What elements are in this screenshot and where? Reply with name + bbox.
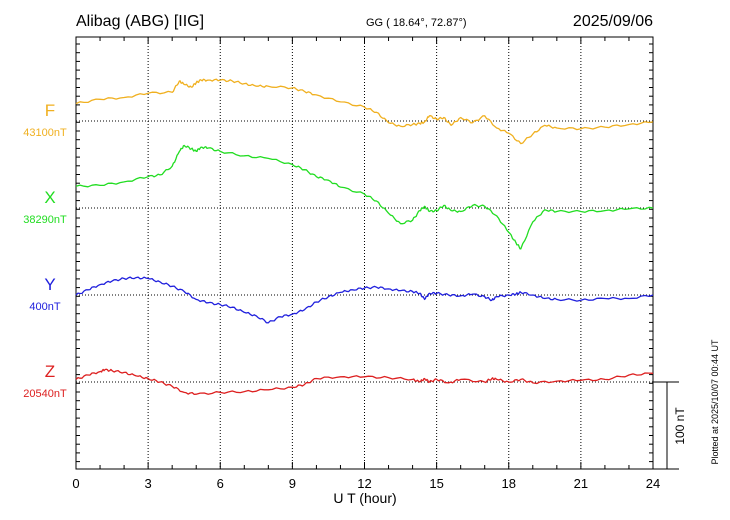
series-name-f: F [45,101,55,120]
scale-bar: 100 nT [653,381,687,470]
axis-ticks [75,37,654,469]
x-tick-labels: 0 3 6 9 12 15 18 21 24 [72,476,660,491]
series-baseline-x: 38290nT [23,214,67,226]
series-name-x: X [44,188,55,207]
date-label: 2025/09/06 [573,13,653,30]
series-line-z [75,368,654,396]
x-tick-label: 24 [646,476,660,491]
x-tick-label: 6 [217,476,224,491]
x-tick-label: 21 [574,476,588,491]
scale-bar-label: 100 nT [673,407,687,445]
series-labels: F 43100nT X 38290nT Y 400nT Z 20540nT [23,101,67,400]
x-tick-label: 0 [72,476,79,491]
plotted-at-note: Plotted at 2025/10/07 00:44 UT [710,339,720,465]
series-baseline-z: 20540nT [23,388,67,400]
series-group [75,78,654,396]
series-name-z: Z [45,362,55,381]
x-tick-label: 15 [429,476,443,491]
x-tick-label: 18 [502,476,516,491]
x-tick-label: 12 [357,476,371,491]
series-baseline-f: 43100nT [23,127,67,139]
series-line-x [75,144,654,250]
series-line-f [75,78,654,145]
baselines [76,120,653,383]
series-line-y [75,276,654,324]
x-tick-label: 9 [289,476,296,491]
series-baseline-y: 400nT [29,301,60,313]
series-name-y: Y [44,275,55,294]
coords-label: GG ( 18.64°, 72.87°) [366,17,467,29]
station-title: Alibag (ABG) [IIG] [76,13,204,30]
x-axis-title: U T (hour) [333,490,396,506]
grid [147,37,582,469]
x-tick-label: 3 [145,476,152,491]
